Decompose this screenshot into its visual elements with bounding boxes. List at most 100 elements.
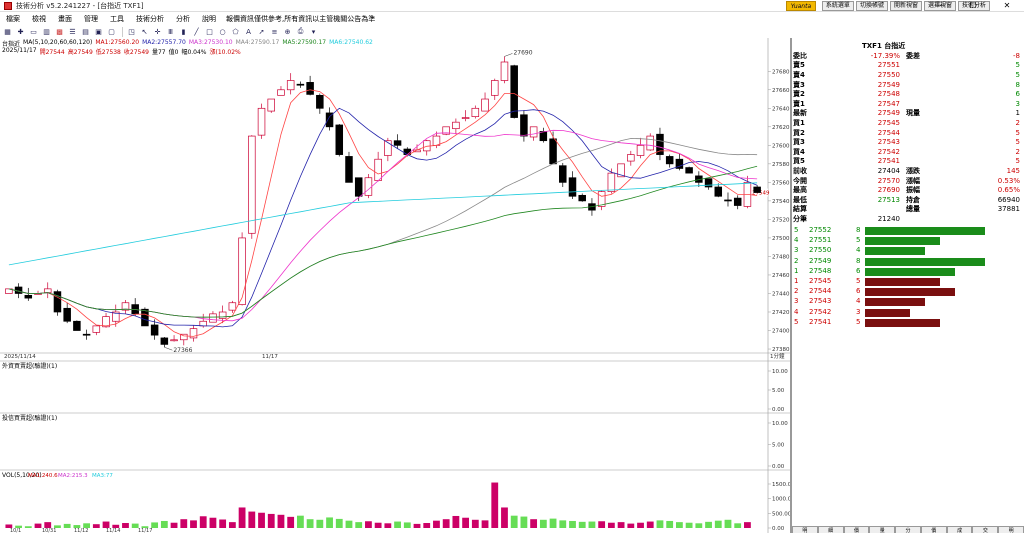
bid-row: 買3 27543 5 bbox=[792, 137, 1024, 147]
candle-body bbox=[180, 333, 188, 341]
menu-manage[interactable]: 管理 bbox=[84, 14, 98, 23]
menu-file[interactable]: 檔案 bbox=[6, 14, 20, 23]
candle-body bbox=[5, 288, 13, 294]
switch-account-button[interactable]: 切換帳號 bbox=[855, 1, 888, 11]
quote-value: 27544 bbox=[877, 128, 900, 137]
candle-body bbox=[393, 140, 402, 146]
quote-tab[interactable]: 量 bbox=[869, 526, 896, 534]
quote-tab[interactable]: 價 bbox=[920, 526, 947, 534]
candle-body bbox=[296, 83, 305, 86]
print-icon[interactable]: ⎙ bbox=[297, 27, 304, 35]
symbol-code: TXF1 bbox=[862, 42, 882, 50]
candle-body bbox=[753, 186, 761, 193]
quote-tab[interactable]: 分 bbox=[895, 526, 921, 534]
price-tick-label: 27400 bbox=[772, 329, 790, 335]
volume-bar bbox=[190, 520, 197, 528]
save-icon[interactable]: ▾ bbox=[311, 27, 316, 36]
quote-tab[interactable]: 價 bbox=[843, 526, 870, 534]
window-icon[interactable]: ▭ bbox=[30, 27, 37, 36]
volume-bar bbox=[316, 519, 324, 528]
polygon-icon[interactable]: ⬠ bbox=[232, 27, 239, 36]
ask-row: 賣5 27551 5 bbox=[792, 61, 1024, 71]
layout-icon[interactable]: ▦ bbox=[4, 27, 11, 36]
depth-bar bbox=[865, 257, 985, 266]
quote-tab[interactable]: 細 bbox=[817, 526, 844, 534]
depth-level: 5 bbox=[794, 317, 799, 326]
indicator-icon[interactable]: ◳ bbox=[128, 27, 135, 36]
panel-divider[interactable] bbox=[790, 38, 792, 533]
system-menu-button[interactable]: 系統選單 bbox=[821, 1, 854, 11]
tile-icon[interactable]: ▥ bbox=[43, 27, 50, 36]
arrow-icon[interactable]: ➚ bbox=[258, 27, 265, 36]
quote-value: 21240 bbox=[877, 214, 900, 223]
volume-bar bbox=[462, 517, 470, 528]
volume-bar bbox=[345, 520, 353, 528]
add-icon[interactable]: ✚ bbox=[17, 27, 24, 36]
depth-price: 27543 bbox=[809, 297, 832, 306]
stat-row: 前收 27404 漲跌 145 bbox=[792, 166, 1024, 176]
quote-tabs: 明細價量分價成交明 bbox=[792, 526, 1024, 534]
brand-logo: Yuanta bbox=[785, 1, 816, 11]
line-icon[interactable]: ╱ bbox=[194, 27, 199, 36]
volume-bar bbox=[238, 507, 246, 528]
disclaimer-notice: 報價資訊僅供參考,所有資訊以主管機關公告為準 bbox=[226, 14, 376, 23]
select-window-button[interactable]: 選擇視窗 bbox=[923, 1, 956, 11]
ask-row: 賣2 27548 6 bbox=[792, 89, 1024, 99]
quote-label: 漲幅 bbox=[906, 176, 920, 185]
text-icon[interactable]: A bbox=[246, 27, 251, 36]
cursor-icon[interactable]: ↖ bbox=[141, 27, 148, 36]
quote-value: 27549 bbox=[877, 109, 900, 118]
stat-row: 結算 總量 37881 bbox=[792, 205, 1024, 215]
close-button[interactable]: ✕ bbox=[1003, 1, 1011, 10]
frame-icon[interactable]: ▢ bbox=[108, 27, 115, 36]
color-grid-icon[interactable]: ▩ bbox=[56, 27, 63, 36]
depth-bar bbox=[865, 267, 955, 276]
candle-body bbox=[724, 199, 732, 202]
crosshair-icon[interactable]: ✛ bbox=[154, 27, 161, 36]
panel-icon[interactable]: ▣ bbox=[95, 27, 102, 36]
menu-tools[interactable]: 工具 bbox=[110, 14, 124, 23]
candle-body bbox=[306, 82, 314, 95]
quote-tab[interactable]: 交 bbox=[972, 526, 999, 534]
volume-value: 量77 bbox=[151, 49, 166, 56]
price-chart[interactable]: 27680 27660 27640 27620 27600 27580 27560 27540… bbox=[0, 38, 790, 533]
bid-row: 買5 27541 5 bbox=[792, 157, 1024, 167]
foreign-tick-label: 5.00 bbox=[772, 388, 785, 394]
candle-icon[interactable]: ▮ bbox=[181, 27, 186, 36]
depth-price: 27544 bbox=[809, 287, 832, 296]
quote-value: 0.53% bbox=[997, 176, 1020, 185]
candle-body bbox=[63, 307, 71, 322]
volume-bar bbox=[646, 521, 654, 528]
amount-value: 值0 bbox=[168, 49, 179, 56]
quote-label: 委差 bbox=[906, 51, 920, 60]
fib-icon[interactable]: ≡ bbox=[271, 27, 278, 36]
volume-bar bbox=[675, 522, 683, 528]
quote-tab[interactable]: 明 bbox=[792, 526, 818, 534]
rect-icon[interactable]: □ bbox=[206, 27, 213, 36]
bars-icon[interactable]: Ⅲ bbox=[168, 27, 173, 36]
candle-body bbox=[500, 61, 509, 81]
depth-bar bbox=[865, 288, 955, 297]
minimize-button[interactable]: — bbox=[935, 1, 943, 10]
menu-view[interactable]: 檢視 bbox=[32, 14, 46, 23]
new-window-button[interactable]: 開新視窗 bbox=[889, 1, 922, 11]
maximize-button[interactable]: ☐ bbox=[969, 1, 977, 10]
symbol-name: 台指近 bbox=[884, 42, 906, 50]
quote-tab[interactable]: 成 bbox=[946, 526, 973, 534]
menu-analysis[interactable]: 分析 bbox=[176, 14, 190, 23]
chart-area[interactable]: 台指近 MA(5,10,20,60,60,120) MA1:27560.20 M… bbox=[0, 38, 790, 533]
tech-analysis-button[interactable]: 技術分析 bbox=[957, 1, 990, 11]
window-title: 技術分析 v5.2.241227 - [台指近 TXF1] bbox=[16, 1, 144, 10]
grid-icon[interactable]: ▤ bbox=[82, 27, 89, 36]
volume-bar bbox=[15, 525, 22, 528]
quote-tab[interactable]: 明 bbox=[998, 526, 1024, 534]
quote-value: 37881 bbox=[997, 205, 1020, 214]
ellipse-icon[interactable]: ○ bbox=[219, 27, 226, 36]
quote-label: 現量 bbox=[906, 109, 920, 118]
list-icon[interactable]: ☰ bbox=[69, 27, 76, 36]
menu-tech-analysis[interactable]: 技術分析 bbox=[136, 14, 164, 23]
zoom-in-icon[interactable]: ⊕ bbox=[284, 27, 291, 36]
menu-screen[interactable]: 畫面 bbox=[58, 14, 72, 23]
menu-help[interactable]: 說明 bbox=[202, 14, 216, 23]
candle-body bbox=[675, 158, 684, 169]
